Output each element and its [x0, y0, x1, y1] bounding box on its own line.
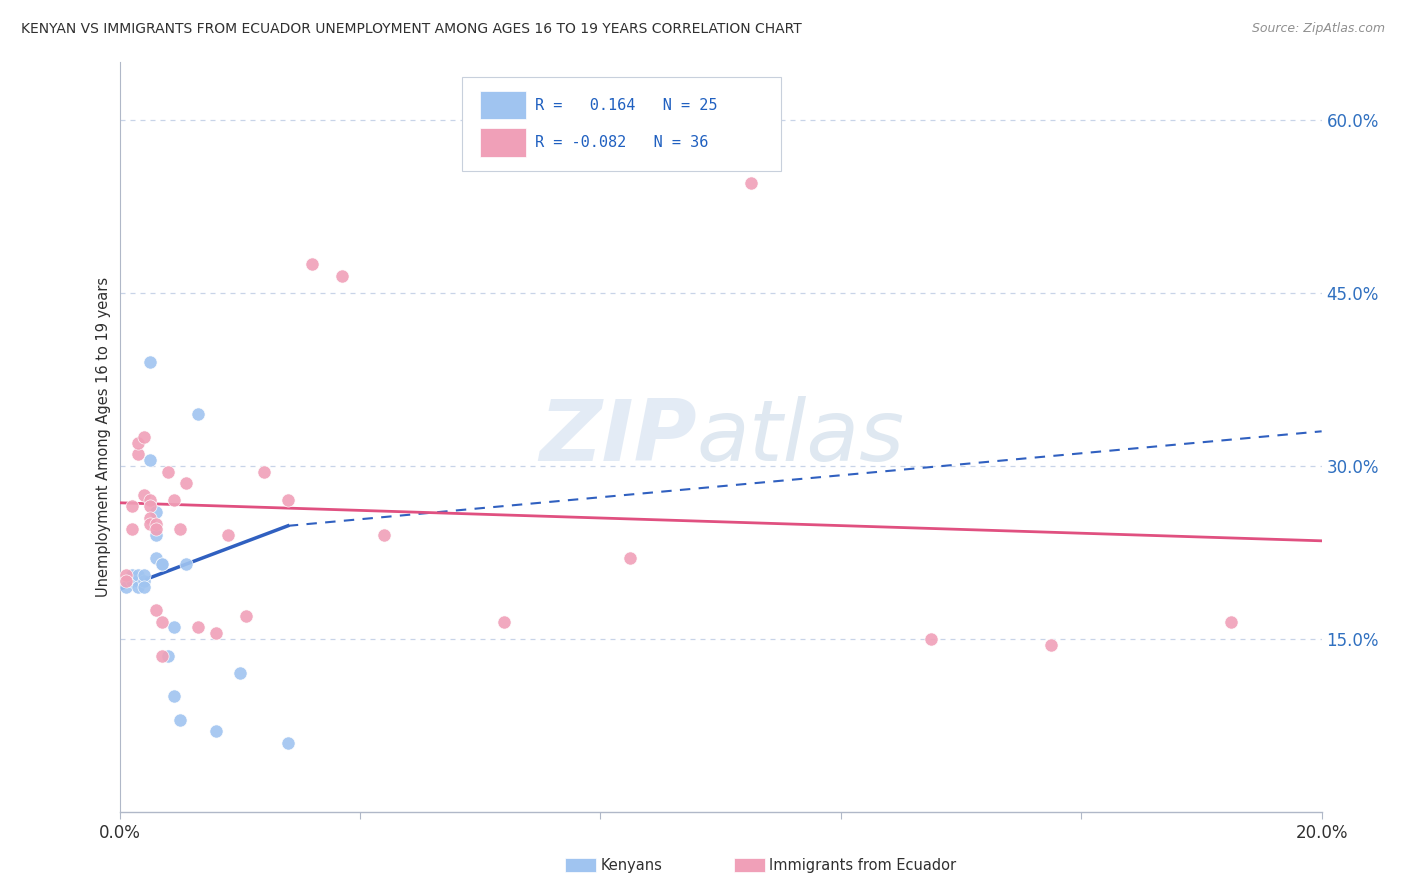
Point — [174, 476, 197, 491]
Point — [114, 580, 136, 594]
Point — [132, 430, 155, 444]
Text: Kenyans: Kenyans — [600, 858, 662, 872]
Point — [145, 551, 167, 566]
Point — [228, 666, 252, 681]
Point — [217, 528, 239, 542]
Point — [1220, 615, 1243, 629]
Point — [114, 574, 136, 589]
Point — [187, 407, 209, 421]
Point — [127, 435, 149, 450]
Text: ZIP: ZIP — [538, 395, 696, 479]
Point — [145, 528, 167, 542]
Point — [920, 632, 942, 646]
Point — [169, 713, 191, 727]
Text: R =   0.164   N = 25: R = 0.164 N = 25 — [536, 97, 718, 112]
Point — [145, 516, 167, 531]
Point — [132, 574, 155, 589]
Point — [150, 557, 173, 571]
Point — [114, 568, 136, 582]
Point — [162, 493, 184, 508]
Point — [330, 268, 353, 283]
Point — [127, 568, 149, 582]
Text: KENYAN VS IMMIGRANTS FROM ECUADOR UNEMPLOYMENT AMONG AGES 16 TO 19 YEARS CORRELA: KENYAN VS IMMIGRANTS FROM ECUADOR UNEMPL… — [21, 22, 801, 37]
Point — [277, 735, 299, 749]
Point — [138, 355, 160, 369]
Point — [138, 510, 160, 524]
Point — [132, 488, 155, 502]
Point — [121, 522, 143, 536]
Point — [301, 257, 323, 271]
Point — [127, 580, 149, 594]
Point — [150, 615, 173, 629]
Point — [127, 447, 149, 461]
Point — [162, 690, 184, 704]
Point — [138, 500, 160, 514]
Point — [145, 522, 167, 536]
Point — [127, 574, 149, 589]
Point — [150, 557, 173, 571]
Point — [619, 551, 641, 566]
FancyBboxPatch shape — [479, 91, 526, 120]
Point — [277, 493, 299, 508]
Point — [121, 574, 143, 589]
Point — [494, 615, 516, 629]
Point — [132, 568, 155, 582]
Text: atlas: atlas — [696, 395, 904, 479]
Point — [138, 516, 160, 531]
Point — [156, 649, 179, 664]
Point — [150, 649, 173, 664]
Point — [145, 505, 167, 519]
Point — [204, 626, 226, 640]
Point — [138, 453, 160, 467]
Text: Source: ZipAtlas.com: Source: ZipAtlas.com — [1251, 22, 1385, 36]
Point — [204, 724, 226, 739]
Point — [253, 465, 276, 479]
Point — [138, 493, 160, 508]
Text: R = -0.082   N = 36: R = -0.082 N = 36 — [536, 135, 709, 150]
Point — [162, 620, 184, 634]
Point — [187, 620, 209, 634]
Y-axis label: Unemployment Among Ages 16 to 19 years: Unemployment Among Ages 16 to 19 years — [96, 277, 111, 597]
Point — [156, 465, 179, 479]
Point — [174, 557, 197, 571]
Point — [740, 177, 762, 191]
Text: Immigrants from Ecuador: Immigrants from Ecuador — [769, 858, 956, 872]
FancyBboxPatch shape — [479, 128, 526, 157]
Point — [235, 608, 257, 623]
Point — [169, 522, 191, 536]
Point — [121, 568, 143, 582]
Point — [121, 500, 143, 514]
Point — [373, 528, 395, 542]
Point — [1040, 638, 1063, 652]
Point — [132, 580, 155, 594]
FancyBboxPatch shape — [463, 78, 780, 171]
Point — [145, 603, 167, 617]
